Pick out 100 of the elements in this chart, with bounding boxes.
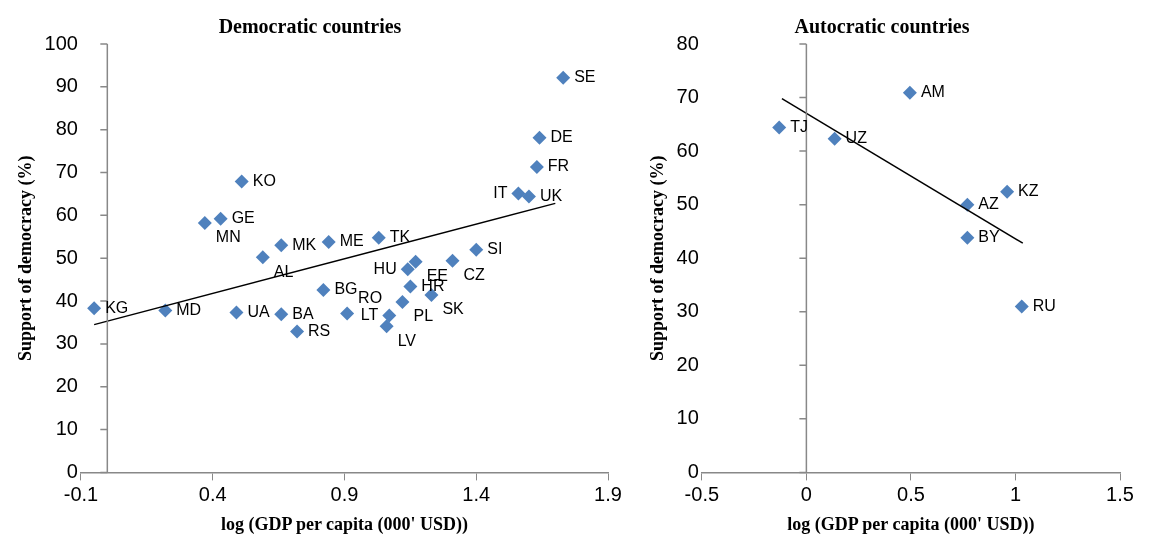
annotation: HU <box>373 259 397 277</box>
point <box>408 254 423 269</box>
y-tick-label: 90 <box>55 74 78 97</box>
annotation: CZ <box>463 266 486 284</box>
annotation: DE <box>550 128 573 146</box>
chart-title: Autocratic countries <box>794 15 970 38</box>
annotation: MD <box>176 300 202 318</box>
annotation: BY <box>978 228 1001 246</box>
x-axis-title: log (GDP per capita (000' USD)) <box>220 513 469 535</box>
chart-title: Democratic countries <box>218 15 402 38</box>
y-tick-label: 70 <box>55 160 78 183</box>
point <box>469 242 484 257</box>
point <box>234 174 249 189</box>
point <box>772 120 787 135</box>
y-tick-label: 20 <box>676 352 699 375</box>
annotation: PL <box>413 307 434 325</box>
y-tick-label: 0 <box>687 459 699 482</box>
y-tick-label: 50 <box>55 245 78 268</box>
annotation: BG <box>334 280 358 298</box>
y-tick-label: 40 <box>676 245 699 268</box>
annotation: FR <box>547 157 570 175</box>
annotation: UA <box>247 303 270 321</box>
x-tick-label: 1.4 <box>462 482 491 505</box>
y-tick-label: 10 <box>55 417 78 440</box>
annotation: UZ <box>845 129 868 147</box>
y-tick-label: 40 <box>55 288 78 311</box>
x-tick-label: -0.1 <box>63 482 99 505</box>
point <box>529 159 544 174</box>
point <box>1014 299 1029 314</box>
x-axis-title: log (GDP per capita (000' USD)) <box>787 513 1035 535</box>
annotation: TK <box>389 228 411 246</box>
annotation: ME <box>339 232 364 250</box>
annotation: GE <box>231 209 255 227</box>
point <box>400 262 415 277</box>
point <box>255 250 270 265</box>
x-tick-label: 1.9 <box>594 482 622 505</box>
annotation: UK <box>539 186 563 204</box>
y-tick-label: 50 <box>676 192 699 215</box>
y-tick-label: 70 <box>676 85 699 108</box>
annotation: IT <box>493 183 508 201</box>
point <box>395 294 410 309</box>
point <box>521 189 536 204</box>
point <box>403 279 418 294</box>
y-axis-title: Support of democracy (%) <box>15 155 37 361</box>
point <box>445 253 460 268</box>
annotation: MN <box>215 228 241 246</box>
point <box>379 319 394 334</box>
point <box>960 230 975 245</box>
point <box>229 305 244 320</box>
annotation: SI <box>487 240 503 258</box>
annotation: LT <box>360 306 379 324</box>
annotation: KZ <box>1018 182 1039 200</box>
x-tick-label: 0.4 <box>198 482 227 505</box>
annotation: KO <box>252 171 276 189</box>
point <box>316 282 331 297</box>
y-axis-title: Support of democracy (%) <box>647 155 669 361</box>
point <box>197 216 212 231</box>
y-tick-label: 10 <box>676 406 699 429</box>
annotation: AZ <box>978 195 1000 213</box>
y-tick-label: 60 <box>676 138 699 161</box>
point <box>274 307 289 322</box>
annotation: TJ <box>790 117 808 135</box>
annotation: MK <box>292 235 317 253</box>
x-tick-label: 0.5 <box>897 482 925 505</box>
point <box>87 301 102 316</box>
x-tick-label: 0 <box>800 482 812 505</box>
point <box>274 238 289 253</box>
annotation: AM <box>920 83 945 101</box>
x-tick-label: 1 <box>1009 482 1022 505</box>
x-tick-label: -0.5 <box>684 482 720 505</box>
point <box>290 324 305 339</box>
y-tick-label: 20 <box>55 374 78 397</box>
point <box>371 230 386 245</box>
point <box>213 211 228 226</box>
point <box>382 308 397 323</box>
y-tick-label: 80 <box>55 117 78 140</box>
x-tick-label: 1.5 <box>1106 482 1134 505</box>
annotation: LV <box>397 331 417 349</box>
point <box>321 234 336 249</box>
y-tick-label: 60 <box>55 202 78 225</box>
y-tick-label: 30 <box>55 331 78 354</box>
annotation: RS <box>308 321 331 339</box>
annotation: KG <box>105 298 129 316</box>
point <box>827 131 842 146</box>
y-tick-label: 80 <box>676 31 699 54</box>
y-tick-label: 30 <box>676 299 699 322</box>
y-tick-label: 0 <box>66 459 78 482</box>
point <box>556 70 571 85</box>
point <box>532 130 547 145</box>
annotation: RO <box>358 288 383 306</box>
annotation: SK <box>442 300 465 318</box>
point <box>902 85 917 100</box>
point <box>1000 184 1015 199</box>
point <box>511 186 526 201</box>
annotation: SE <box>574 68 596 86</box>
x-tick-label: 0.9 <box>330 482 359 505</box>
annotation: RU <box>1032 296 1056 314</box>
point <box>340 306 355 321</box>
y-tick-label: 100 <box>44 31 78 54</box>
annotation: BA <box>292 304 314 322</box>
